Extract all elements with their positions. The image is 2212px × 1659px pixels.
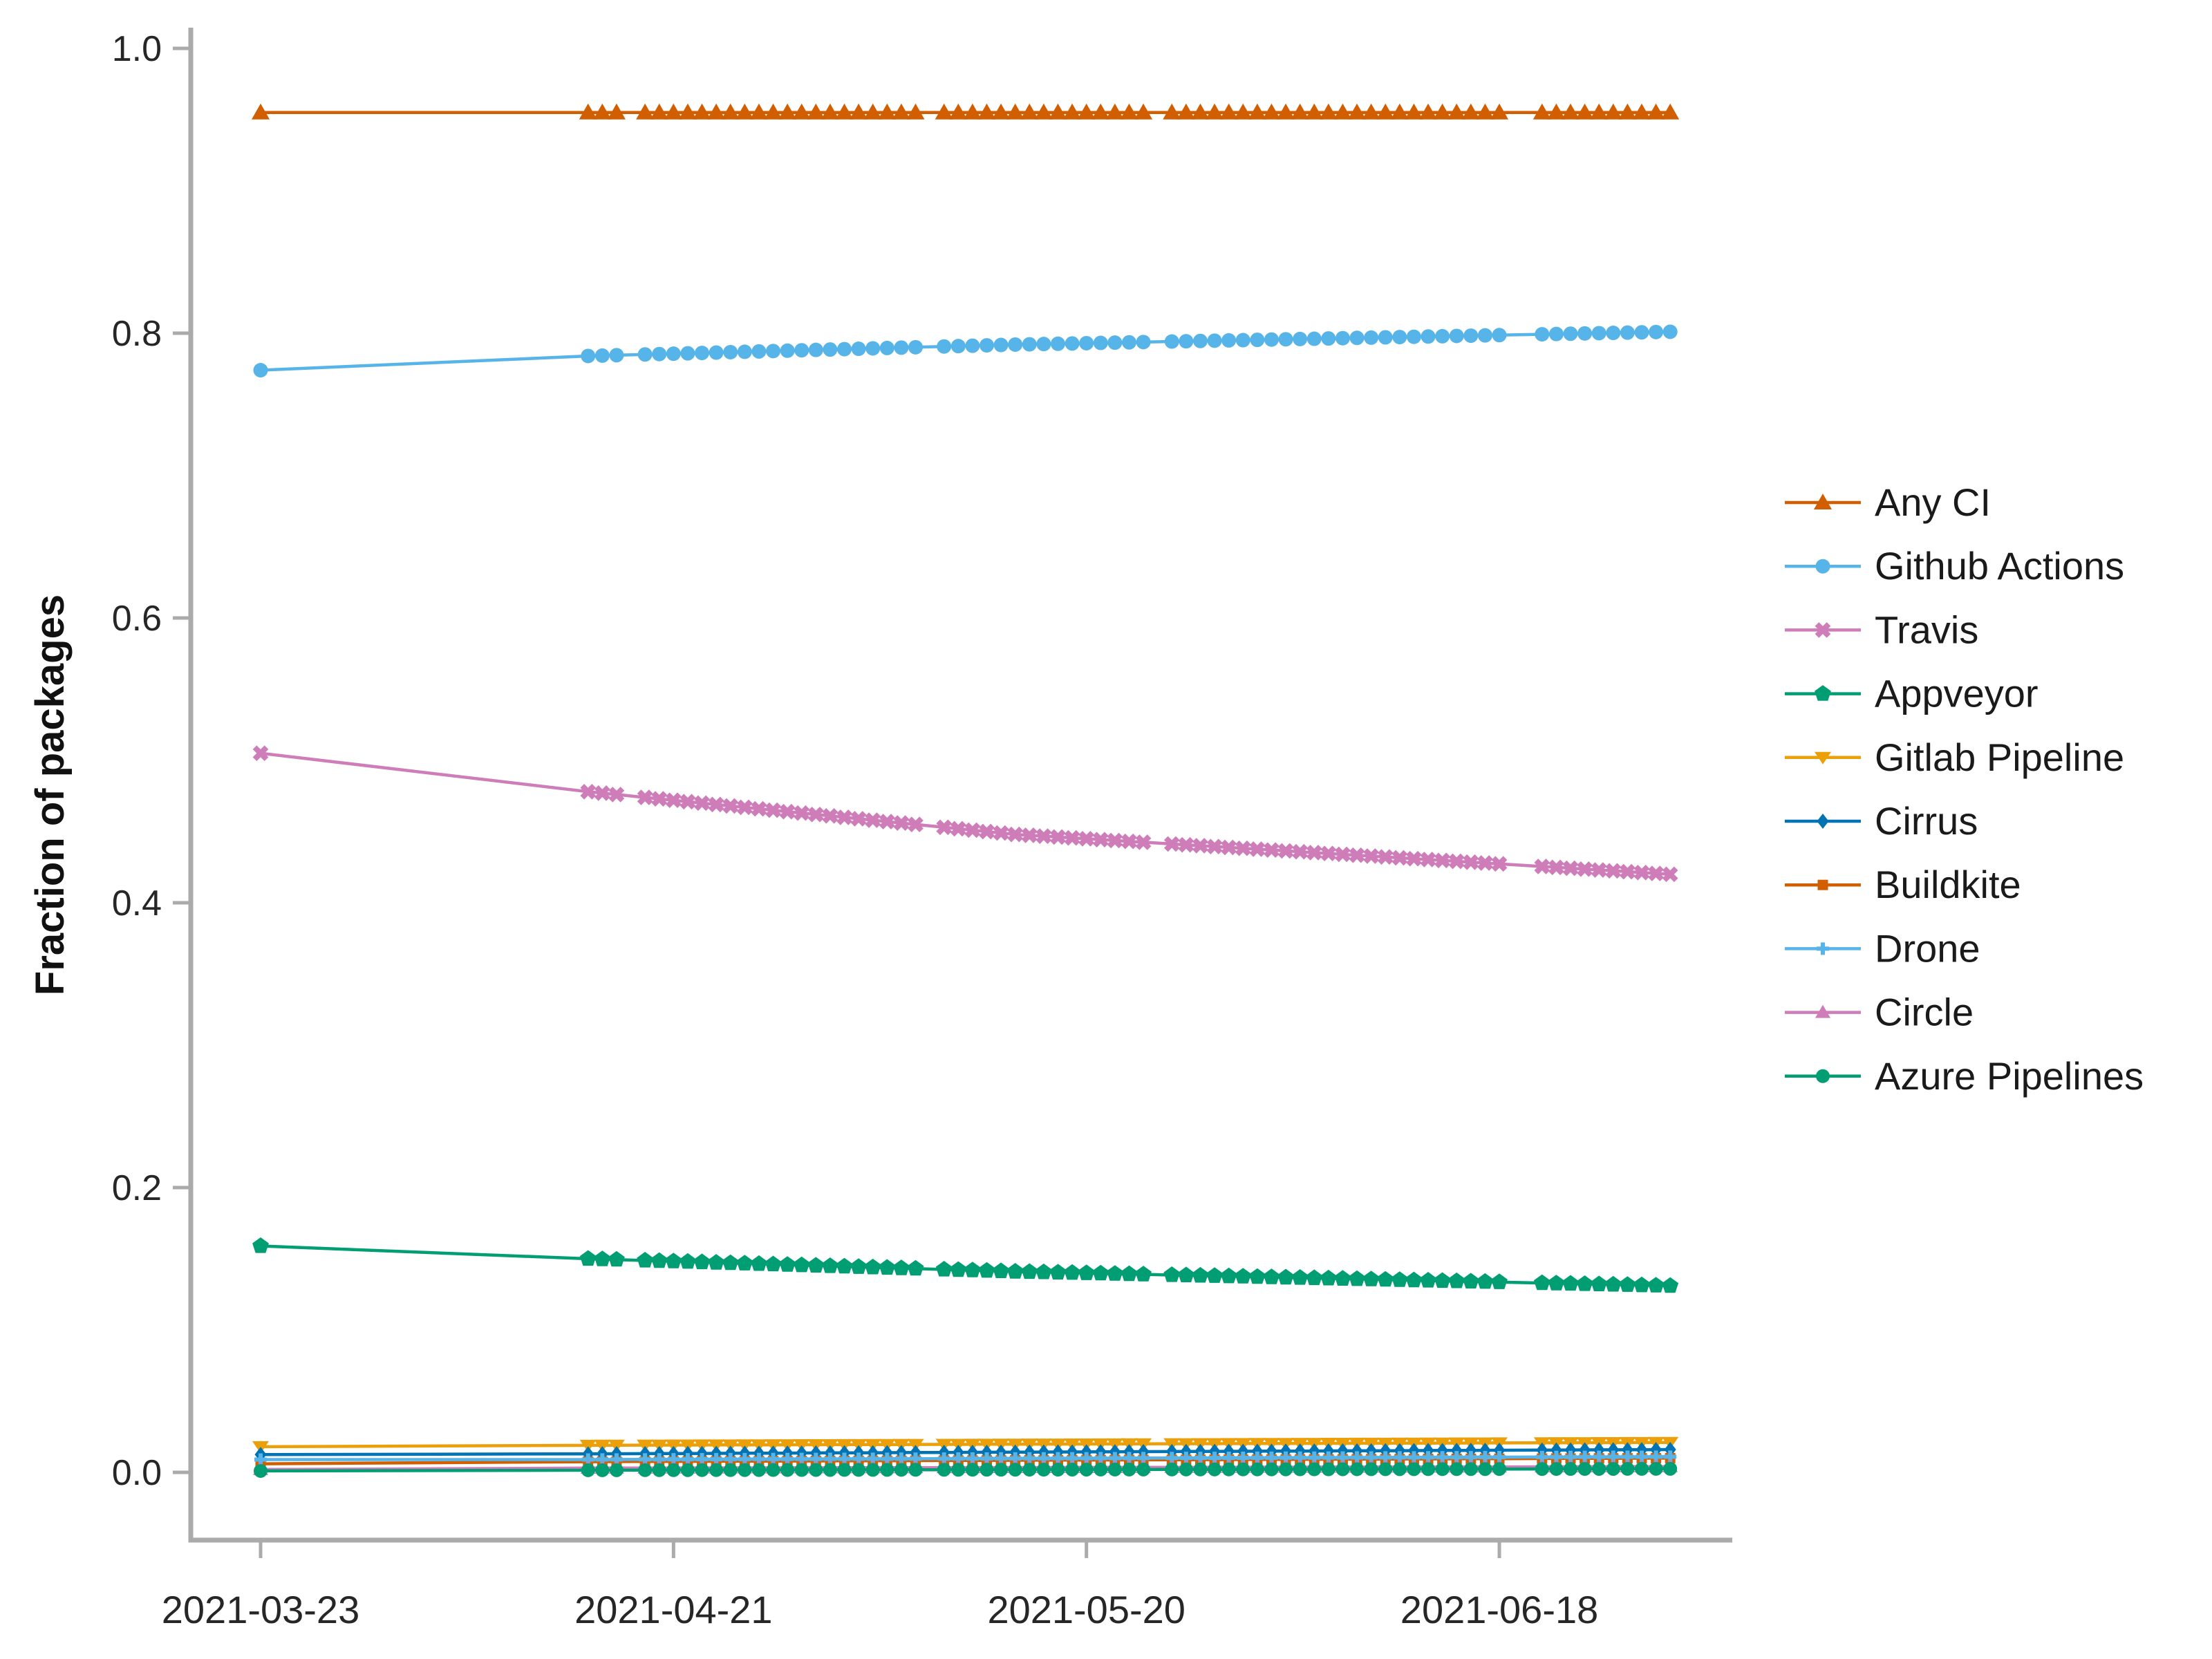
legend-label: Gitlab Pipeline [1875,735,2124,779]
legend-label: Github Actions [1875,544,2124,588]
series-drone [254,1450,1677,1466]
legend-marker-circle-small-icon [1816,1069,1830,1083]
series-azure-pipelines [254,1461,1678,1478]
series-github-actions [253,324,1678,378]
y-tick-label: 1.0 [112,29,162,69]
y-tick-label: 0.0 [112,1453,162,1493]
legend-marker-triangle-down-icon [1815,751,1831,765]
legend-item-appveyor: Appveyor [1785,672,2038,715]
legend-marker-plus-icon [1817,942,1829,955]
x-tick-label: 2021-03-23 [162,1588,359,1631]
legend-marker-circle-icon [1815,559,1830,574]
legend: Any CI Github Actions Travis Appveyor Gitlab… [1785,480,2144,1098]
y-tick-label: 0.6 [112,599,162,639]
y-tick-label: 0.8 [112,314,162,354]
legend-marker-triangle-up-icon [1814,494,1832,509]
y-tick-label: 0.2 [112,1168,162,1208]
axes: 0.0 0.2 0.4 0.6 0.8 1.0 2021-03-23 2021-04-21 20… [112,28,1732,1631]
legend-label: Travis [1875,608,1978,651]
legend-label: Drone [1875,926,1980,970]
legend-item-cirrus: Cirrus [1785,799,1978,843]
series-travis [252,745,1678,883]
legend-marker-triangle-up-small-icon [1815,1004,1830,1018]
series-appveyor [252,1237,1679,1293]
legend-item-buildkite: Buildkite [1785,863,2021,906]
legend-label: Buildkite [1875,863,2021,906]
x-tick-label: 2021-05-20 [987,1588,1185,1631]
legend-label: Appveyor [1875,672,2038,715]
legend-item-gitlab-pipeline: Gitlab Pipeline [1785,735,2124,779]
legend-item-any-ci: Any CI [1785,480,1991,524]
legend-marker-square-icon [1817,879,1828,890]
x-tick-label: 2021-06-18 [1400,1588,1598,1631]
legend-label: Circle [1875,991,1974,1034]
y-axis-label: Fraction of packages [28,594,73,995]
legend-marker-diamond-icon [1817,814,1829,829]
legend-item-github-actions: Github Actions [1785,544,2124,588]
legend-marker-pentagon-icon [1815,685,1831,701]
legend-item-circle: Circle [1785,991,1974,1034]
plot-series [252,103,1680,1478]
legend-item-drone: Drone [1785,926,1980,970]
legend-label: Azure Pipelines [1875,1054,2144,1098]
x-tick-label: 2021-04-21 [574,1588,772,1631]
series-any-ci [252,103,1680,120]
legend-label: Any CI [1875,480,1991,524]
legend-item-travis: Travis [1785,608,1978,651]
legend-item-azure-pipelines: Azure Pipelines [1785,1054,2144,1098]
y-tick-label: 0.4 [112,883,162,924]
legend-marker-x-icon [1815,622,1831,638]
legend-label: Cirrus [1875,799,1978,843]
